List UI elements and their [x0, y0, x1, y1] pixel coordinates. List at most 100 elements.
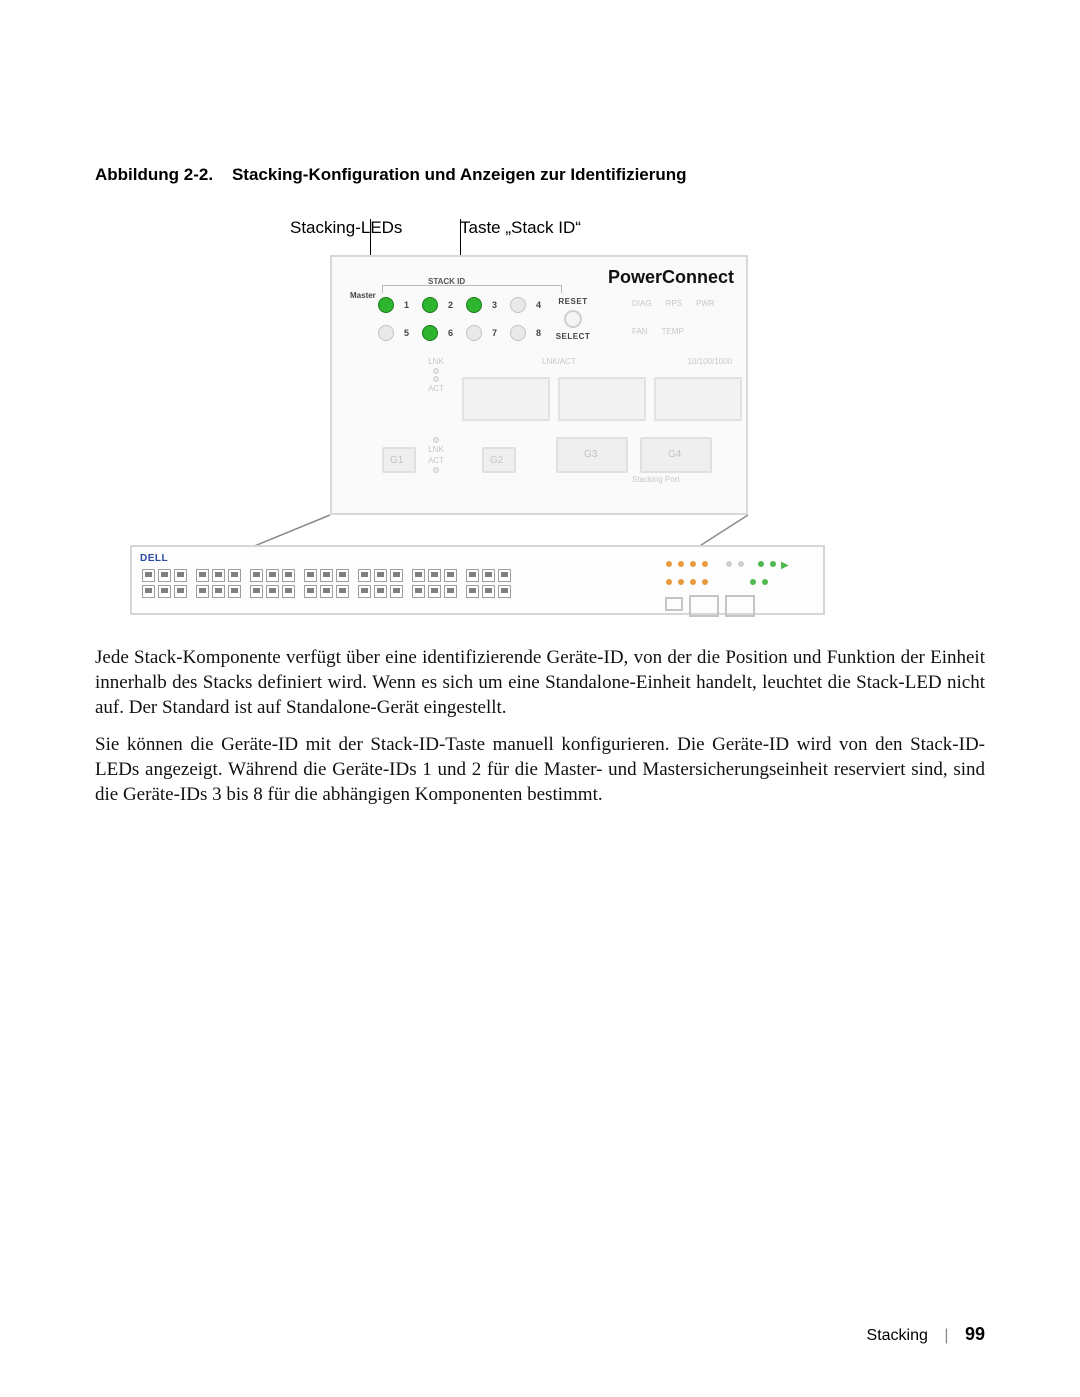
stack-led-number: 4 — [536, 300, 544, 310]
dot-icon — [758, 561, 764, 567]
rack-brand-dell: DELL — [140, 553, 168, 564]
stack-led-row-2: 5678 — [378, 325, 544, 341]
rack-port-group — [250, 569, 295, 598]
rack-port-group — [142, 569, 187, 598]
rack-port — [320, 585, 333, 598]
rack-port — [142, 585, 155, 598]
lnk-act-bottom: LNK ACT — [428, 437, 444, 473]
upper-port-row — [462, 377, 742, 421]
rack-port — [304, 569, 317, 582]
status-temp: TEMP — [662, 327, 684, 336]
page-footer: Stacking | 99 — [867, 1324, 985, 1345]
dot-icon — [726, 561, 732, 567]
switch-rack-view: DELL ▶ — [130, 545, 825, 615]
stack-led-number: 6 — [448, 328, 456, 338]
rack-sfp-row — [665, 591, 815, 617]
rack-port-group — [196, 569, 241, 598]
stack-led-number: 8 — [536, 328, 544, 338]
figure-title: Stacking-Konfiguration und Anzeigen zur … — [232, 165, 687, 184]
rack-right-module: ▶ — [665, 555, 815, 609]
rack-port — [174, 569, 187, 582]
rack-port-group — [412, 569, 457, 598]
stack-led-number: 7 — [492, 328, 500, 338]
stack-led-icon — [510, 297, 526, 313]
dot-icon — [702, 561, 708, 567]
rack-port — [336, 569, 349, 582]
rack-port — [374, 569, 387, 582]
rack-port — [304, 585, 317, 598]
uplink-port — [654, 377, 742, 421]
paragraph-1: Jede Stack-Komponente verfügt über eine … — [95, 645, 985, 720]
body-text: Jede Stack-Komponente verfügt über eine … — [95, 645, 985, 807]
rack-port — [212, 569, 225, 582]
master-label: Master — [350, 291, 376, 300]
figure-caption: Abbildung 2-2. Stacking-Konfiguration un… — [95, 165, 985, 185]
dot-icon — [690, 561, 696, 567]
act-label: ACT — [428, 456, 444, 465]
stack-id-bracket — [382, 285, 562, 293]
reset-select-area: RESET SELECT — [548, 297, 598, 341]
rack-port — [428, 585, 441, 598]
dot-icon — [750, 579, 756, 585]
rack-port — [358, 569, 371, 582]
speed-label: 10/100/1000 — [688, 357, 733, 366]
stack-led-number: 2 — [448, 300, 456, 310]
port-label-g4: G4 — [668, 449, 681, 460]
rack-port — [320, 569, 333, 582]
rack-port — [250, 569, 263, 582]
port-label-g1: G1 — [390, 455, 403, 466]
brand-powerconnect: PowerConnect — [608, 267, 734, 288]
rack-port — [390, 585, 403, 598]
lnk-act-top: LNK ACT — [428, 357, 444, 393]
rack-port — [336, 585, 349, 598]
dot-icon — [762, 579, 768, 585]
dot-icon — [770, 561, 776, 567]
act-label: ACT — [428, 384, 444, 393]
footer-section: Stacking — [867, 1327, 928, 1344]
status-diag: DIAG — [632, 299, 652, 308]
rack-port-group — [466, 569, 511, 598]
stack-led-icon — [422, 325, 438, 341]
device-detail-panel: PowerConnect STACK ID Master 1234 5678 R… — [330, 255, 748, 515]
paragraph-2: Sie können die Geräte-ID mit der Stack-I… — [95, 732, 985, 807]
rack-port — [412, 585, 425, 598]
select-button[interactable] — [564, 310, 582, 328]
rack-port — [158, 585, 171, 598]
dot-icon — [702, 579, 708, 585]
port-label-g2: G2 — [490, 455, 503, 466]
stacking-port-label: Stacking Port — [632, 475, 680, 484]
rack-port — [142, 569, 155, 582]
stack-led-icon — [422, 297, 438, 313]
rack-port — [444, 569, 457, 582]
rack-port — [390, 569, 403, 582]
act-led-icon — [433, 376, 439, 382]
rack-port — [498, 585, 511, 598]
rack-port — [196, 569, 209, 582]
status-row-top: DIAG RPS PWR — [632, 299, 715, 308]
rack-port — [266, 569, 279, 582]
rack-port — [482, 569, 495, 582]
rack-dot-row: ▶ — [665, 555, 815, 573]
lnkact-label: LNK/ACT — [542, 357, 576, 366]
rack-port-array — [142, 569, 516, 598]
rack-port — [444, 585, 457, 598]
footer-separator: | — [944, 1327, 948, 1344]
dot-icon — [678, 579, 684, 585]
status-pwr: PWR — [696, 299, 715, 308]
lnk-led-icon — [433, 368, 439, 374]
footer-page-number: 99 — [965, 1324, 985, 1344]
stack-led-icon — [466, 325, 482, 341]
dot-icon — [690, 579, 696, 585]
rack-port — [282, 585, 295, 598]
rack-port — [466, 585, 479, 598]
status-fan: FAN — [632, 327, 648, 336]
port-label-g3: G3 — [584, 449, 597, 460]
dot-icon — [666, 561, 672, 567]
rack-mini-port — [665, 597, 683, 611]
rack-port — [196, 585, 209, 598]
rack-port — [282, 569, 295, 582]
rack-dot-row — [665, 573, 815, 591]
stack-led-icon — [510, 325, 526, 341]
status-rps: RPS — [666, 299, 682, 308]
stack-led-icon — [378, 297, 394, 313]
